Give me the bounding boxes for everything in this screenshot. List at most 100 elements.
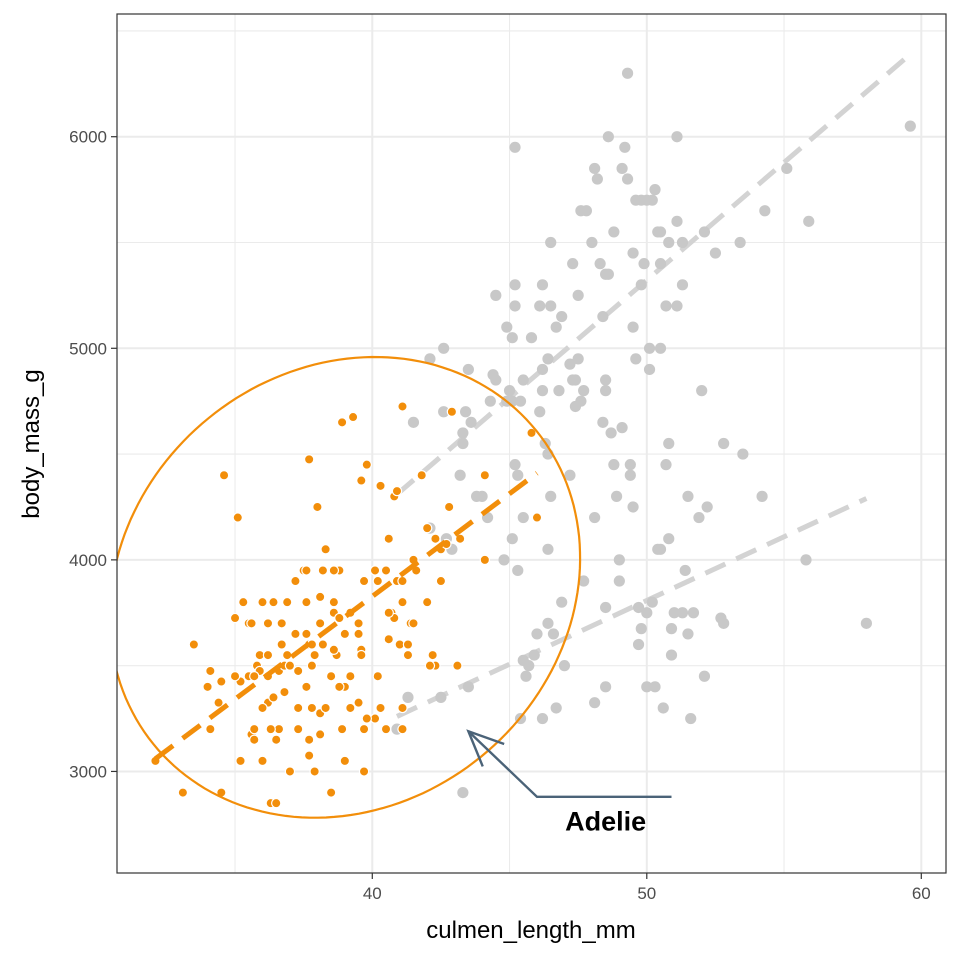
background-point <box>580 205 593 217</box>
background-point <box>462 363 474 376</box>
background-point <box>624 469 636 481</box>
highlight-point <box>347 411 359 423</box>
y-tick-label: 6000 <box>69 128 107 147</box>
background-point <box>567 258 579 270</box>
background-point <box>800 554 812 566</box>
background-point <box>759 205 771 217</box>
background-point <box>597 310 609 323</box>
background-point <box>514 395 527 407</box>
background-point <box>591 173 603 185</box>
highlight-point <box>383 533 394 544</box>
background-point <box>649 184 661 196</box>
background-point <box>528 649 540 661</box>
highlight-point <box>265 723 276 735</box>
highlight-point <box>356 649 367 661</box>
background-point <box>525 332 538 344</box>
highlight-point <box>216 676 227 687</box>
highlight-point <box>292 723 304 735</box>
highlight-point <box>232 512 243 523</box>
highlight-point <box>290 575 301 587</box>
background-point <box>715 612 727 624</box>
background-point <box>498 554 510 566</box>
background-point <box>578 385 590 397</box>
background-point <box>904 120 916 132</box>
background-point <box>553 385 565 397</box>
highlight-point <box>306 702 318 714</box>
highlight-point <box>531 512 543 523</box>
background-point <box>671 300 683 312</box>
highlight-trend-line <box>153 471 539 761</box>
highlight-points <box>150 401 543 809</box>
highlight-point <box>380 565 392 576</box>
background-point <box>545 300 557 312</box>
highlight-point <box>369 565 381 576</box>
background-point <box>643 342 656 354</box>
background-point <box>506 332 518 344</box>
background-point <box>676 607 689 619</box>
highlight-point <box>257 702 268 714</box>
highlight-point <box>249 671 260 682</box>
highlight-point <box>479 470 491 481</box>
background-point <box>613 554 625 566</box>
highlight-point <box>375 480 386 492</box>
highlight-point <box>427 649 438 661</box>
background-point <box>569 400 582 413</box>
background-point <box>503 385 516 397</box>
background-point <box>520 670 532 682</box>
background-point <box>635 279 647 291</box>
background-point <box>550 321 562 333</box>
background-point <box>649 681 661 693</box>
highlight-point <box>397 702 408 714</box>
background-point <box>457 787 469 799</box>
background-point <box>803 215 815 227</box>
highlight-point <box>402 649 414 661</box>
background-point <box>627 321 639 333</box>
background-point <box>676 279 689 291</box>
highlight-point <box>268 596 279 608</box>
highlight-point <box>430 533 441 544</box>
background-point <box>424 353 436 365</box>
background-point <box>550 702 562 714</box>
highlight-point <box>271 734 282 745</box>
background-point <box>545 236 557 249</box>
background-point <box>517 654 529 666</box>
highlight-point <box>301 565 312 576</box>
background-point <box>663 437 675 450</box>
background-point <box>638 258 650 270</box>
highlight-point <box>301 681 312 693</box>
background-point <box>616 162 628 175</box>
highlight-point <box>339 755 351 767</box>
highlight-point <box>372 575 383 587</box>
background-point <box>608 459 620 471</box>
highlight-point <box>301 596 312 608</box>
highlight-point <box>238 596 249 608</box>
highlight-point <box>229 612 241 624</box>
highlight-point <box>416 470 427 481</box>
background-point <box>509 459 521 471</box>
background-point <box>600 681 612 693</box>
highlight-point <box>262 618 274 629</box>
background-point <box>682 628 694 640</box>
x-tick-label: 50 <box>637 884 656 903</box>
highlight-point <box>320 544 331 555</box>
background-point <box>589 511 601 524</box>
highlight-point <box>177 787 189 798</box>
highlight-point <box>314 591 326 603</box>
background-point <box>542 353 554 365</box>
highlight-point <box>328 565 340 576</box>
highlight-point <box>345 671 356 682</box>
y-tick-label: 3000 <box>69 762 107 781</box>
highlight-point <box>271 797 282 809</box>
highlight-point <box>353 628 364 640</box>
x-tick-label: 60 <box>912 884 931 903</box>
highlight-point <box>345 702 356 714</box>
major-grid <box>117 14 946 873</box>
highlight-point <box>361 713 372 724</box>
highlight-point <box>336 417 348 428</box>
background-point <box>632 638 645 651</box>
highlight-point <box>358 723 370 735</box>
background-point <box>572 353 584 365</box>
highlight-point <box>408 618 419 629</box>
highlight-point <box>257 596 268 608</box>
